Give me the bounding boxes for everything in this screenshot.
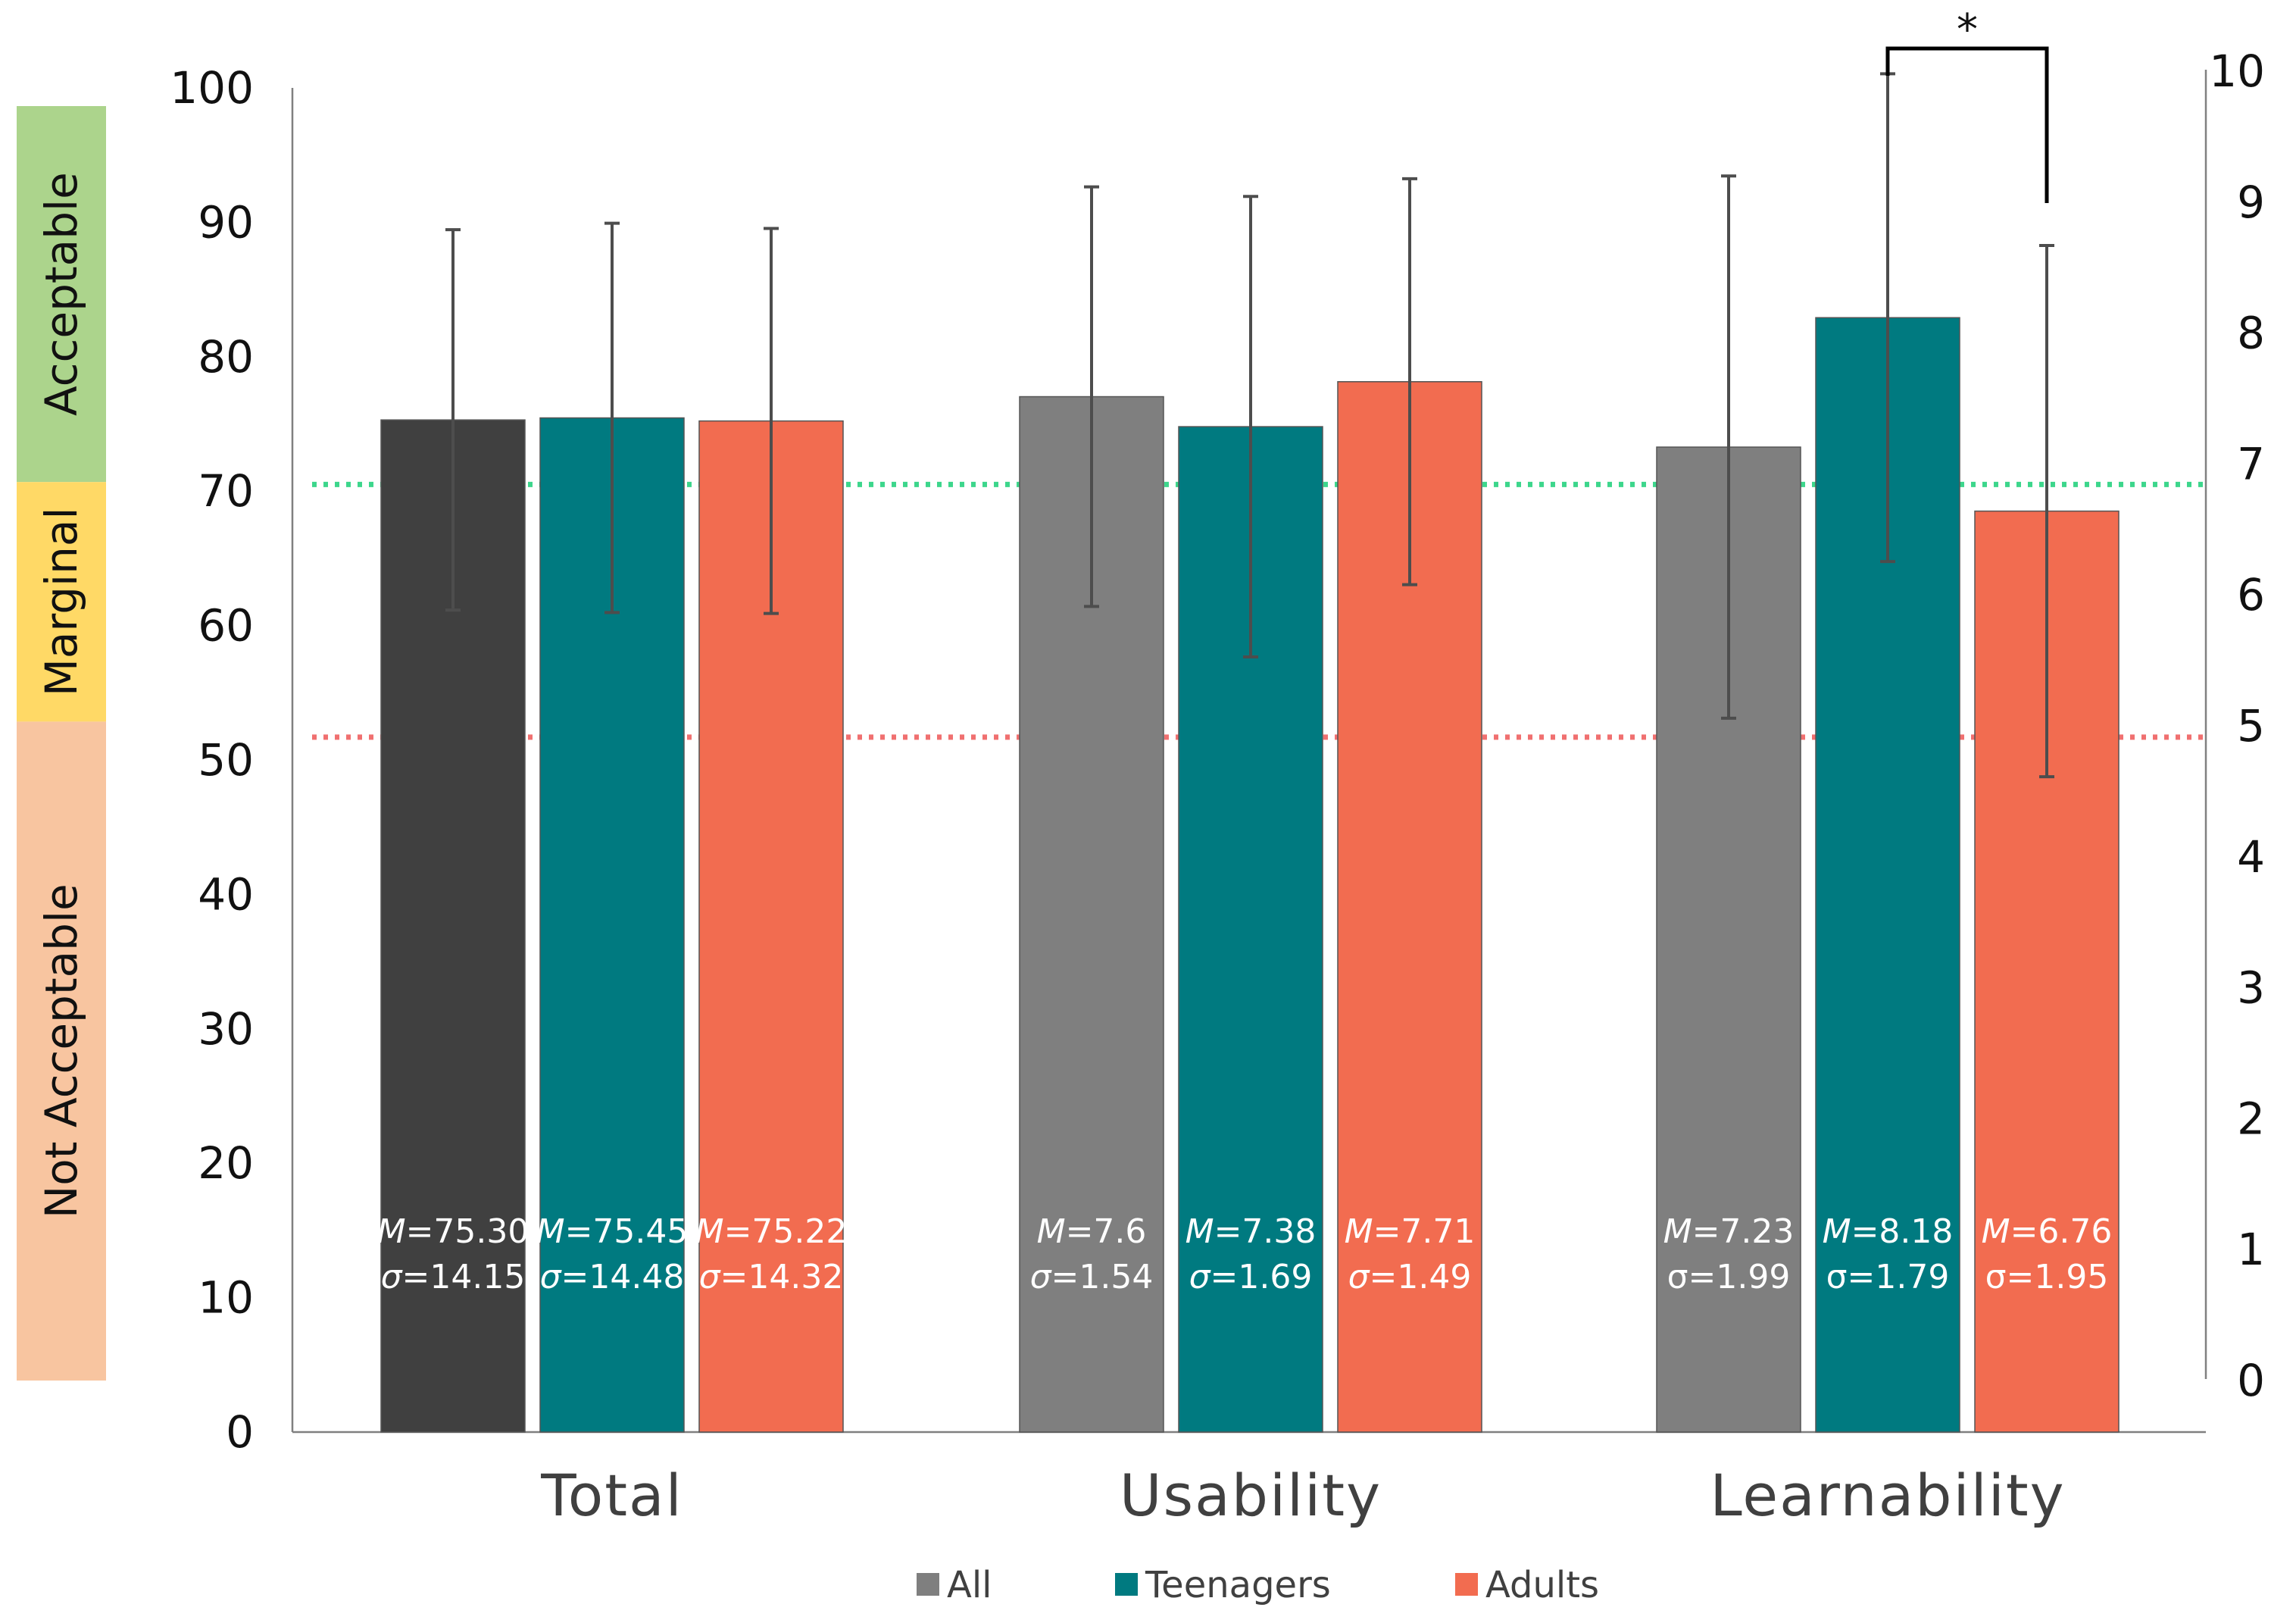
y-right-tick-label: 0 — [2237, 1355, 2265, 1406]
legend-swatch-adults — [1455, 1573, 1478, 1596]
legend-label-teenagers: Teenagers — [1145, 1564, 1331, 1606]
sd-label-learnability-adults: σ=1.95 — [1985, 1258, 2109, 1296]
legend-swatch-all — [917, 1573, 939, 1596]
y-right-tick-label: 3 — [2237, 962, 2265, 1014]
band-marginal — [17, 482, 106, 722]
legend-label-adults: Adults — [1485, 1564, 1599, 1606]
y-left-tick-label: 70 — [198, 465, 254, 517]
y-left-tick-label: 90 — [198, 196, 254, 248]
sd-label-learnability-all: σ=1.99 — [1667, 1258, 1791, 1296]
y-left-tick-label: 80 — [198, 331, 254, 383]
y-left-tick-label: 40 — [198, 868, 254, 920]
y-left-tick-label: 10 — [198, 1272, 254, 1324]
category-label-total: Total — [540, 1462, 683, 1529]
legend: All Teenagers Adults — [917, 1564, 1599, 1606]
mean-label-total-adults: M=75.22 — [695, 1212, 848, 1251]
mean-label-total-all: M=75.30 — [377, 1212, 529, 1251]
y-right-tick-label: 6 — [2237, 569, 2265, 621]
y-right-tick-label: 1 — [2237, 1224, 2265, 1275]
mean-label-total-teenagers: M=75.45 — [536, 1212, 689, 1251]
mean-label-usability-all: M=7.6 — [1037, 1212, 1147, 1251]
y-left-tick-label: 50 — [198, 734, 254, 786]
band-acceptable — [17, 106, 106, 483]
category-labels: Total Usability Learnability — [540, 1462, 2065, 1529]
y-left-tick-label: 100 — [170, 62, 254, 114]
y-left-tick-label: 30 — [198, 1003, 254, 1055]
sd-label-learnability-teenagers: σ=1.79 — [1826, 1258, 1950, 1296]
category-label-learnability: Learnability — [1710, 1462, 2065, 1529]
y-right-tick-label: 5 — [2237, 700, 2265, 752]
category-label-usability: Usability — [1120, 1462, 1382, 1529]
legend-swatch-teenagers — [1115, 1573, 1138, 1596]
band-label-not-acceptable: Not Acceptable — [36, 883, 87, 1218]
y-right-tick-label: 7 — [2237, 438, 2265, 489]
significance-bracket: * — [1885, 5, 2049, 203]
significance-bracket-line — [1885, 46, 2049, 203]
mean-label-learnability-adults: M=6.76 — [1982, 1212, 2113, 1251]
error-bars — [445, 72, 2054, 779]
y-right-tick-label: 2 — [2237, 1093, 2265, 1144]
y-left-tick-label: 20 — [198, 1137, 254, 1189]
y-right-tick-label: 8 — [2237, 308, 2265, 359]
band-label-acceptable: Acceptable — [36, 172, 87, 416]
y-right-tick-label: 4 — [2237, 831, 2265, 883]
legend-label-all: All — [947, 1564, 992, 1606]
y-left-tick-label: 0 — [226, 1406, 254, 1458]
band-label-marginal: Marginal — [36, 507, 87, 696]
sd-label-total-teenagers: σ=14.48 — [540, 1258, 685, 1296]
sd-label-usability-all: σ=1.54 — [1030, 1258, 1154, 1296]
mean-label-usability-adults: M=7.71 — [1345, 1212, 1476, 1251]
bar-labels: M=75.30 σ=14.15 M=75.45 σ=14.48 M=75.22 σ=14.… — [377, 1212, 2113, 1296]
mean-label-learnability-teenagers: M=8.18 — [1823, 1212, 1954, 1251]
band-not-acceptable — [17, 721, 106, 1381]
significance-star: * — [1957, 5, 1978, 55]
mean-label-usability-teenagers: M=7.38 — [1185, 1212, 1317, 1251]
sd-label-total-adults: σ=14.32 — [699, 1258, 844, 1296]
acceptability-bands: Acceptable Marginal Not Acceptable — [17, 106, 106, 1381]
sd-label-usability-adults: σ=1.49 — [1348, 1258, 1472, 1296]
sd-label-total-all: σ=14.15 — [381, 1258, 526, 1296]
y-right-tick-label: 10 — [2209, 45, 2265, 97]
sd-label-usability-teenagers: σ=1.69 — [1189, 1258, 1313, 1296]
y-right-tick-label: 9 — [2237, 177, 2265, 228]
y-left-tick-label: 60 — [198, 600, 254, 652]
mean-label-learnability-all: M=7.23 — [1663, 1212, 1795, 1251]
